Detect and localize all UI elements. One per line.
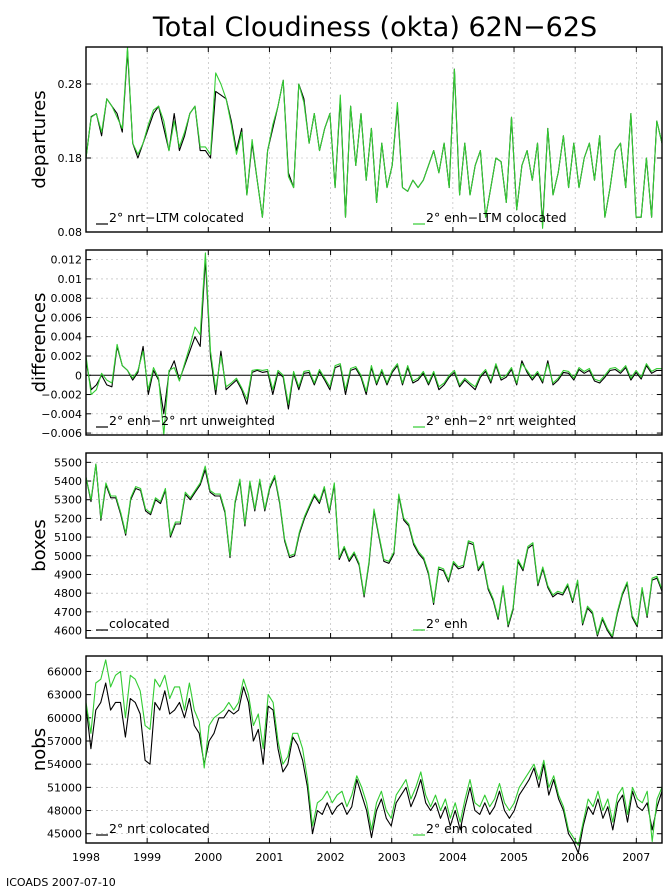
y-tick-label: 0.18	[58, 152, 83, 165]
y-tick-label: 4700	[54, 606, 82, 619]
panel-frame	[85, 655, 663, 844]
y-tick-label: 0.008	[51, 292, 83, 305]
y-tick-label: 5000	[54, 550, 82, 563]
y-tick-label: 5500	[54, 456, 82, 469]
footer-credit: ICOADS 2007-07-10	[6, 876, 116, 889]
x-tick-label: 2001	[255, 851, 283, 864]
y-tick-label: 0.012	[51, 254, 83, 267]
series-line-b	[85, 659, 663, 846]
y-tick-label: 0.004	[51, 331, 83, 344]
legend-label: 2° enh−LTM colocated	[426, 210, 567, 225]
y-tick-label: 45000	[47, 828, 82, 841]
y-tick-label: −0.002	[41, 389, 82, 402]
y-tick-label: 57000	[47, 735, 82, 748]
y-tick-label: 0.006	[51, 311, 83, 324]
panel-frame	[85, 46, 663, 233]
x-tick-label: 2002	[317, 851, 345, 864]
y-axis-label: boxes	[29, 519, 50, 571]
series-line-a	[85, 50, 663, 226]
y-tick-label: 0.002	[51, 350, 83, 363]
x-tick-label: 1998	[72, 851, 100, 864]
series-line-b	[85, 46, 663, 229]
legend-label: 2° enh−2° nrt weighted	[426, 413, 576, 428]
y-tick-label: 0.08	[58, 226, 83, 239]
y-tick-label: 0.01	[58, 273, 83, 286]
x-tick-label: 2007	[622, 851, 650, 864]
x-tick-label: 2004	[439, 851, 467, 864]
panel-boxes: 4600 4700 4800 4900 5000 5100 5200 5300 5400 5500…	[29, 452, 663, 639]
y-axis-label: departures	[29, 90, 50, 188]
x-tick-label: 2003	[378, 851, 406, 864]
panels: 0.08 0.18 0.28 departures 2° nrt−LTM colocat…	[29, 46, 663, 864]
y-tick-label: 0.28	[58, 78, 83, 91]
legend-label: 2° enh	[426, 616, 468, 631]
y-tick-label: 66000	[47, 665, 82, 678]
y-tick-label: 5300	[54, 494, 82, 507]
y-tick-label: 48000	[47, 805, 82, 818]
y-tick-label: 5100	[54, 531, 82, 544]
legend-label: 2° nrt−LTM colocated	[109, 210, 244, 225]
y-axis-label: nobs	[29, 728, 50, 771]
y-tick-label: 5400	[54, 475, 82, 488]
x-tick-label: 2005	[500, 851, 528, 864]
chart-title: Total Cloudiness (okta) 62N−62S	[152, 12, 597, 43]
panel-differences: −0.006 −0.004 −0.002 0 0.002 0.004 0.006 0.008 0…	[29, 249, 663, 440]
y-tick-label: 60000	[47, 712, 82, 725]
y-tick-label: 51000	[47, 781, 82, 794]
x-tick-label: 2006	[561, 851, 589, 864]
x-tick-label: 2000	[194, 851, 222, 864]
y-tick-label: −0.004	[41, 408, 82, 421]
x-tick-label: 1999	[133, 851, 161, 864]
y-tick-label: 4600	[54, 625, 82, 638]
series-line-b	[85, 252, 662, 436]
y-tick-label: 0	[75, 369, 82, 382]
legend-label: 2° enh−2° nrt unweighted	[109, 413, 275, 428]
y-tick-label: −0.006	[41, 427, 82, 440]
y-tick-label: 4900	[54, 568, 82, 581]
series-line-a	[85, 682, 663, 854]
y-tick-label: 54000	[47, 758, 82, 771]
panel-frame	[85, 249, 663, 436]
y-tick-label: 5200	[54, 512, 82, 525]
y-tick-label: 63000	[47, 689, 82, 702]
panel-nobs: 45000 48000 51000 54000 57000 60000 63000 66000…	[29, 655, 663, 854]
panel-departures: 0.08 0.18 0.28 departures 2° nrt−LTM colocat…	[29, 46, 663, 239]
legend-label: 2° nrt colocated	[109, 821, 210, 836]
panel-frame	[85, 452, 663, 639]
y-axis-label: differences	[29, 293, 50, 393]
y-tick-label: 4800	[54, 587, 82, 600]
legend-label: 2° enh colocated	[426, 821, 532, 836]
series-line-b	[85, 463, 663, 637]
legend-label: colocated	[109, 616, 170, 631]
